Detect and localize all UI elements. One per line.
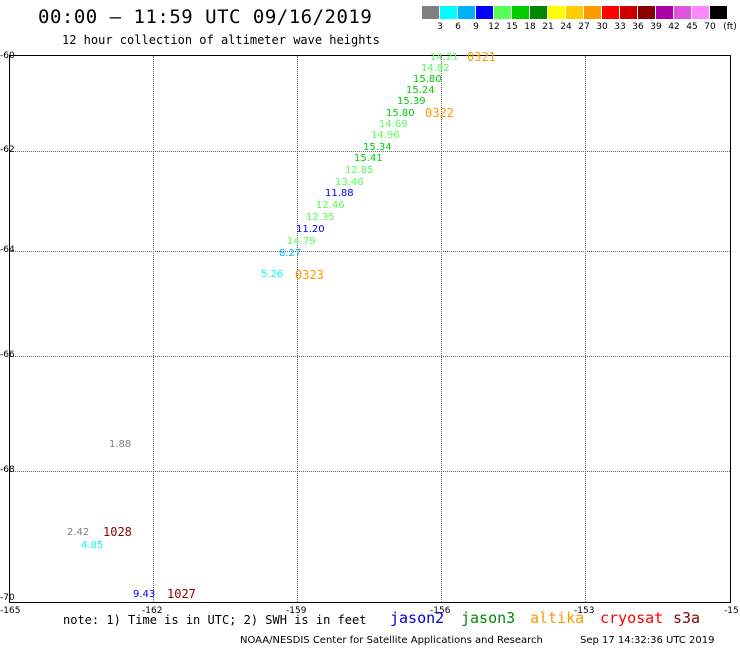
legend-swatch — [530, 6, 547, 19]
lon-label: -162 — [142, 606, 163, 616]
legend-swatch — [656, 6, 673, 19]
legend-swatch — [476, 6, 493, 19]
lon-label: -159 — [286, 606, 307, 616]
wave-height-label: 15.39 — [397, 96, 426, 107]
lon-label: -156 — [430, 606, 451, 616]
legend-swatch — [584, 6, 601, 19]
legend-swatch — [602, 6, 619, 19]
legend-swatch — [548, 6, 565, 19]
wave-height-label: 14.21 — [430, 52, 459, 63]
time-tag: 1027 — [167, 587, 196, 601]
wave-height-label: 4.85 — [81, 540, 104, 551]
wave-height-label: 8.27 — [279, 248, 302, 259]
wave-height-label: 12.46 — [316, 200, 345, 211]
chart-title: 00:00 – 11:59 UTC 09/16/2019 — [38, 6, 373, 28]
satellite-jason3: jason3 — [461, 609, 516, 627]
credit-line: NOAA/NESDIS Center for Satellite Applica… — [240, 635, 543, 646]
legend-swatch — [710, 6, 727, 19]
legend-units: (ft) — [723, 22, 737, 32]
lon-label: -15 — [724, 606, 739, 616]
chart-subtitle: 12 hour collection of altimeter wave hei… — [62, 33, 380, 47]
legend-label: 30 — [596, 22, 608, 32]
legend-label: 70 — [704, 22, 716, 32]
time-tag: 0322 — [425, 106, 454, 120]
generated-timestamp: Sep 17 14:32:36 UTC 2019 — [580, 635, 715, 646]
parallel-line — [10, 471, 730, 472]
lon-label: -165 — [0, 606, 21, 616]
parallel-line — [10, 251, 730, 252]
wave-height-label: 12.85 — [345, 165, 374, 176]
wave-height-label: 2.42 — [67, 527, 90, 538]
time-tag: 1028 — [103, 525, 132, 539]
legend-label: 24 — [560, 22, 572, 32]
legend-label: 18 — [524, 22, 536, 32]
legend-swatch — [494, 6, 511, 19]
legend-label: 33 — [614, 22, 626, 32]
legend-label: 3 — [437, 22, 443, 32]
legend-label: 12 — [488, 22, 500, 32]
wave-height-label: 15.24 — [406, 85, 435, 96]
wave-height-label: 14.69 — [379, 119, 408, 130]
units-note: note: 1) Time is in UTC; 2) SWH is in fe… — [63, 613, 367, 627]
legend-label: 27 — [578, 22, 590, 32]
legend-swatch — [422, 6, 439, 19]
parallel-line — [10, 356, 730, 357]
wave-height-label: 1.88 — [109, 439, 132, 450]
wave-height-label: 15.80 — [413, 74, 442, 85]
satellite-s3a: s3a — [673, 609, 701, 627]
legend-label: 39 — [650, 22, 662, 32]
wave-height-label: 5.26 — [261, 269, 284, 280]
legend-label: 21 — [542, 22, 554, 32]
lat-label: -68 — [0, 465, 15, 475]
legend-swatch — [674, 6, 691, 19]
parallel-line — [10, 151, 730, 152]
wave-height-label: 13.46 — [335, 177, 364, 188]
legend-swatch — [566, 6, 583, 19]
time-tag: 0323 — [295, 268, 324, 282]
legend-swatch — [440, 6, 457, 19]
wave-height-label: 14.96 — [371, 130, 400, 141]
wave-height-label: 11.88 — [325, 188, 354, 199]
lat-label: -62 — [0, 145, 15, 155]
legend-label: 15 — [506, 22, 518, 32]
wave-height-label: 11.20 — [296, 224, 325, 235]
meridian-line — [153, 56, 154, 602]
wave-height-label: 15.34 — [363, 142, 392, 153]
legend-label: 9 — [473, 22, 479, 32]
legend-swatch — [620, 6, 637, 19]
wave-height-label: 12.35 — [306, 212, 335, 223]
satellite-jason2: jason2 — [390, 609, 445, 627]
legend-label: 45 — [686, 22, 698, 32]
lon-label: -153 — [574, 606, 595, 616]
lat-label: -60 — [0, 51, 15, 61]
legend-swatch — [512, 6, 529, 19]
wave-height-label: 14.82 — [421, 63, 450, 74]
wave-height-label: 14.79 — [287, 236, 316, 247]
legend-swatch — [638, 6, 655, 19]
time-tag: 0321 — [467, 50, 496, 64]
legend-swatch — [692, 6, 709, 19]
lat-label: -66 — [0, 350, 15, 360]
wave-height-label: 15.41 — [354, 153, 383, 164]
satellite-cryosat: cryosat — [600, 609, 664, 627]
lat-label: -64 — [0, 245, 15, 255]
legend-swatch — [458, 6, 475, 19]
legend-label: 6 — [455, 22, 461, 32]
meridian-line — [585, 56, 586, 602]
map-area — [9, 55, 731, 603]
meridian-line — [441, 56, 442, 602]
legend-label: 36 — [632, 22, 644, 32]
wave-height-label: 15.80 — [386, 108, 415, 119]
wave-height-label: 9.43 — [133, 589, 156, 600]
legend-label: 42 — [668, 22, 680, 32]
meridian-line — [297, 56, 298, 602]
lat-label: -70 — [0, 593, 15, 603]
satellite-altika: altika — [530, 609, 585, 627]
